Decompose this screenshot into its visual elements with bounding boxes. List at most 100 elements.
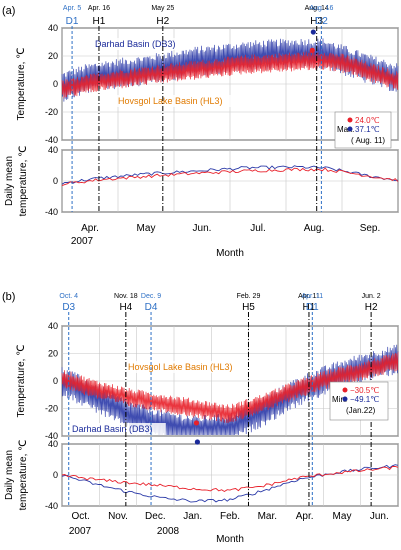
month-label: Feb. — [220, 511, 240, 522]
series-annotation-hl: Hovsgol Lake Basin (HL3) — [128, 362, 233, 372]
y-tick-label-daily: 40 — [48, 145, 58, 155]
extreme-legend-db-value: −49.1℃ — [350, 395, 379, 404]
year-label: 2007 — [71, 236, 94, 247]
event-marker-date: Aug. 16 — [309, 5, 333, 12]
event-marker-label: D4 — [145, 302, 158, 313]
y-tick-label-daily: 40 — [48, 439, 58, 449]
event-marker-label: D3 — [62, 302, 75, 313]
y-tick-label: 20 — [48, 51, 58, 61]
month-label: Jul. — [250, 223, 266, 234]
extreme-point-db — [194, 439, 200, 445]
y-tick-label: 40 — [48, 321, 58, 331]
extreme-legend-hl-value: 24.0℃ — [355, 116, 380, 125]
event-marker-date: Apr. 11 — [301, 293, 323, 300]
event-marker-label: D1 — [66, 16, 79, 27]
month-label: Nov. — [108, 511, 128, 522]
event-marker-label: D1 — [306, 302, 319, 313]
x-axis-label: Month — [216, 248, 244, 259]
extreme-point-hl — [193, 420, 199, 426]
y-tick-label: -20 — [45, 107, 58, 117]
daily-y-axis-label-line1: Daily mean — [4, 156, 15, 206]
event-marker-label: H3 — [310, 16, 323, 27]
series-annotation-bg — [93, 38, 189, 50]
year-label: 2008 — [157, 526, 180, 537]
series-trace-hl — [61, 352, 399, 424]
event-marker-label: D2 — [315, 16, 328, 27]
y-tick-label: -40 — [45, 431, 58, 441]
event-marker-date: Nov. 18 — [114, 293, 138, 300]
y-tick-label: 20 — [48, 349, 58, 359]
extreme-legend-db-value: 37.1℃ — [355, 125, 380, 134]
month-label: Oct. — [71, 511, 89, 522]
daily-y-axis-label-line2: temperature, ℃ — [18, 146, 29, 217]
month-label: Sep. — [360, 223, 381, 234]
daily-y-axis-label-line1: Daily mean — [4, 450, 15, 500]
event-marker-label: H5 — [242, 302, 255, 313]
extreme-legend-hl-dot — [342, 387, 348, 393]
y-tick-label-daily: 0 — [53, 470, 58, 480]
month-label: Mar. — [258, 511, 277, 522]
event-marker-date: Oct. 4 — [59, 293, 78, 300]
extreme-legend-prefix: Min. — [332, 395, 347, 404]
extreme-legend-date: ( Aug. 11) — [351, 136, 385, 145]
month-label: Dec. — [145, 511, 166, 522]
extreme-legend-date: (Jan.22) — [346, 406, 376, 415]
event-marker-date: May 25 — [151, 5, 174, 12]
event-marker-date: Apr. 16 — [88, 5, 110, 12]
extreme-legend-db-dot — [342, 396, 348, 402]
y-tick-label-daily: -40 — [45, 207, 58, 217]
month-label: Aug. — [304, 223, 325, 234]
extreme-point-hl — [309, 47, 315, 54]
event-marker-label: H1 — [303, 302, 316, 313]
y-tick-label: 0 — [53, 79, 58, 89]
series-annotation-bg — [126, 361, 253, 373]
event-marker-label: H2 — [365, 302, 378, 313]
panel-label: (a) — [2, 5, 15, 17]
x-axis-label: Month — [216, 534, 244, 545]
extreme-legend-db-dot — [347, 126, 353, 132]
month-label: Apr. — [296, 511, 314, 522]
panel-label: (b) — [2, 291, 15, 303]
extreme-legend-hl-value: −30.5℃ — [350, 386, 379, 395]
month-label: May — [137, 223, 156, 234]
y-tick-label: -40 — [45, 135, 58, 145]
series-annotation-db: Darhad Basin (DB3) — [95, 39, 176, 49]
month-label: Jun. — [193, 223, 212, 234]
extreme-legend-box — [334, 111, 392, 149]
series-annotation-bg — [116, 95, 243, 107]
y-axis-label: Temperature, ℃ — [16, 345, 27, 418]
y-axis-label: Temperature, ℃ — [16, 48, 27, 121]
month-label: May — [333, 511, 352, 522]
extreme-legend-prefix: Max. — [337, 125, 354, 134]
extreme-legend-hl-dot — [347, 117, 353, 123]
event-marker-date: Jun. 2 — [362, 293, 381, 300]
y-tick-label: 40 — [48, 23, 58, 33]
y-tick-label-daily: -40 — [45, 501, 58, 511]
event-marker-date: Dec. 9 — [141, 293, 161, 300]
daily-y-axis-label-line2: temperature, ℃ — [18, 440, 29, 511]
series-trace-hl — [61, 51, 399, 99]
event-marker-date: Feb. 29 — [237, 293, 261, 300]
month-label: Jun. — [370, 511, 389, 522]
event-marker-date: Apr. 11 — [298, 293, 320, 300]
year-label: 2007 — [69, 526, 92, 537]
y-tick-label: 0 — [53, 376, 58, 386]
event-marker-label: H4 — [119, 302, 132, 313]
event-marker-date: Aug. 14 — [305, 5, 329, 12]
y-tick-label-daily: 0 — [53, 176, 58, 186]
extreme-legend-box — [329, 381, 389, 421]
series-annotation-hl: Hovsgol Lake Basin (HL3) — [118, 96, 223, 106]
event-marker-label: H2 — [156, 16, 169, 27]
series-annotation-db: Darhad Basin (DB3) — [72, 424, 153, 434]
month-label: Jan. — [183, 511, 202, 522]
extreme-point-db — [310, 29, 316, 35]
month-label: Apr. — [81, 223, 99, 234]
daily-mean-line-hl — [61, 466, 399, 493]
daily-mean-line-hl — [61, 167, 399, 187]
y-tick-label: -20 — [45, 404, 58, 414]
event-marker-date: Apr. 5 — [63, 5, 81, 12]
daily-mean-line-db — [61, 464, 399, 503]
event-marker-label: H1 — [93, 16, 106, 27]
series-annotation-bg — [70, 423, 166, 435]
